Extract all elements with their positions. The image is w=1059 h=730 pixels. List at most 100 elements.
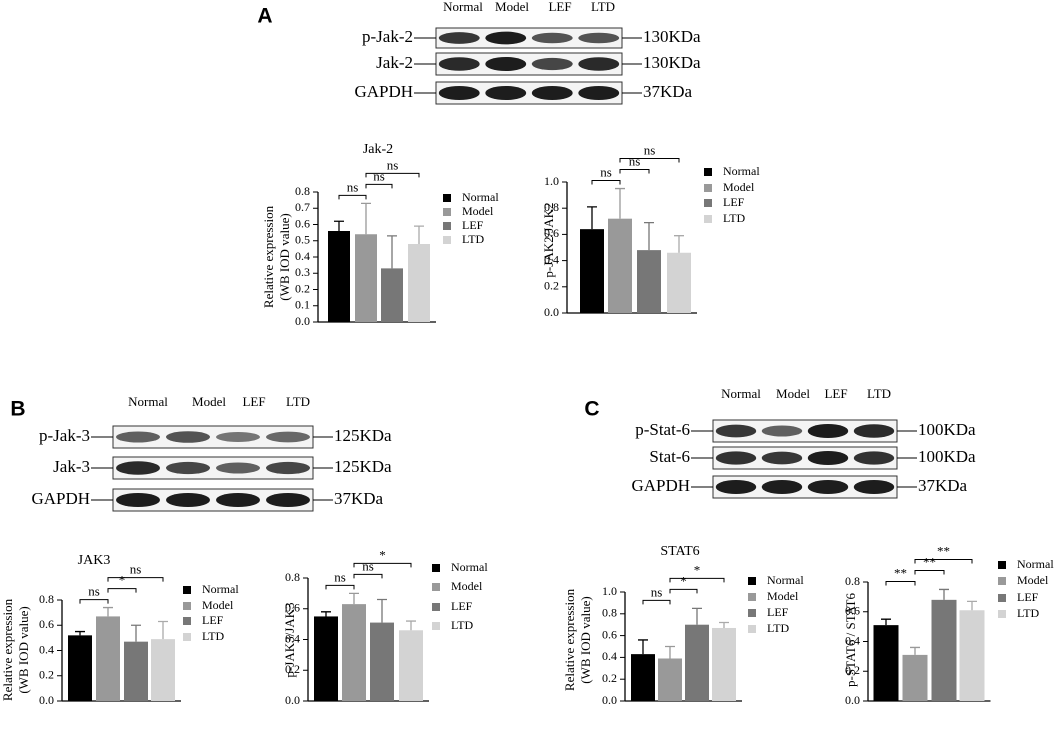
legend-label: LEF — [767, 605, 789, 619]
legend-swatch — [183, 602, 191, 610]
band — [438, 57, 480, 71]
chart: p-STAT6 / STAT6 0.0 0.2 0.4 0.6 0.8 Normal Mode… — [843, 543, 1054, 706]
legend-swatch — [704, 199, 712, 207]
significance-bracket — [669, 588, 698, 594]
bar — [96, 616, 120, 701]
y-tick-label: 0.2 — [295, 281, 310, 295]
bar — [902, 654, 928, 701]
bar — [399, 630, 423, 701]
y-tick-label: 0.8 — [295, 184, 310, 198]
size-label: 130KDa — [643, 53, 701, 72]
y-axis-label: Relative expression — [261, 205, 276, 308]
y-tick-label: 0.8 — [544, 200, 559, 214]
lane-label: LEF — [242, 394, 265, 409]
bar — [151, 639, 175, 701]
row-label: p-Stat-6 — [635, 420, 690, 439]
y-tick-label: 0.0 — [602, 693, 617, 707]
bar — [68, 635, 92, 701]
band — [531, 57, 573, 71]
chart: p-JAK3/JAK3 0.0 0.2 0.4 0.6 0.8 Normal Model LEF… — [282, 547, 488, 706]
y-axis-label: Relative expression — [0, 598, 15, 701]
lane-label: Normal — [443, 0, 483, 14]
chart: JAK3 Relative expression (WB IOD value) 0.0… — [0, 553, 239, 707]
error-bar — [377, 598, 387, 623]
bar — [959, 610, 985, 701]
error-bar — [414, 225, 424, 244]
y-tick-label: 0.3 — [295, 265, 310, 279]
significance-bracket — [619, 169, 650, 174]
significance-label: * — [119, 573, 126, 588]
band — [807, 423, 849, 439]
legend-label: Model — [767, 589, 799, 603]
error-bar — [674, 235, 684, 253]
y-tick-label: 0.4 — [285, 631, 300, 645]
legend-label: LTD — [202, 629, 225, 643]
legend-swatch — [432, 583, 440, 591]
significance-label: ** — [894, 565, 907, 580]
legend-swatch — [748, 593, 756, 601]
size-label: 100KDa — [918, 420, 976, 439]
legend-label: LTD — [1017, 606, 1040, 620]
y-tick-label: 0.0 — [544, 305, 559, 319]
y-tick-label: 0.2 — [544, 279, 559, 293]
significance-bracket — [619, 158, 680, 163]
band — [853, 424, 895, 438]
significance-label: ns — [130, 562, 142, 577]
bar — [355, 234, 377, 322]
legend-label: LEF — [462, 218, 484, 232]
error-bar — [349, 592, 359, 605]
legend-swatch — [704, 184, 712, 192]
band — [578, 32, 620, 44]
bar — [370, 622, 394, 701]
y-tick-label: 0.8 — [845, 574, 860, 588]
y-tick-label: 0.0 — [295, 314, 310, 328]
bar — [631, 654, 655, 701]
y-tick-label: 0.8 — [285, 570, 300, 584]
band — [853, 451, 895, 465]
legend-label: LTD — [451, 618, 474, 632]
row-label: Stat-6 — [649, 447, 690, 466]
bar — [931, 599, 957, 701]
significance-bracket — [107, 577, 164, 582]
legend-swatch — [748, 577, 756, 585]
legend-swatch — [998, 561, 1006, 569]
y-tick-label: 0.2 — [39, 668, 54, 682]
y-tick-label: 0.0 — [285, 693, 300, 707]
band — [216, 492, 260, 508]
y-axis-label: p-JAK2/JAK2 — [541, 202, 556, 277]
band — [266, 492, 310, 508]
bar — [658, 658, 682, 701]
error-bar — [665, 645, 675, 659]
chart: p-JAK2/JAK2 0.0 0.2 0.4 0.6 0.8 1.0 Normal Model… — [541, 143, 760, 319]
band — [438, 32, 480, 44]
size-label: 37KDa — [334, 489, 384, 508]
lane-label: Model — [495, 0, 529, 14]
error-bar — [967, 600, 977, 611]
significance-bracket — [642, 599, 671, 605]
legend-swatch — [443, 194, 451, 202]
significance-bracket — [914, 569, 945, 575]
significance-bracket — [338, 194, 367, 200]
significance-label: ns — [88, 584, 100, 599]
error-bar — [75, 630, 85, 636]
legend-label: Normal — [462, 190, 499, 204]
legend-label: Model — [462, 204, 494, 218]
significance-label: ns — [600, 165, 612, 180]
band — [715, 451, 757, 465]
error-bar — [638, 639, 648, 655]
y-axis-label: p-STAT6 / STAT6 — [843, 593, 858, 687]
row-label: p-Jak-3 — [39, 426, 90, 445]
error-bar — [939, 588, 949, 600]
error-bar — [158, 620, 168, 640]
bar — [328, 231, 350, 322]
legend-swatch — [443, 236, 451, 244]
significance-label: ns — [373, 168, 385, 183]
legend-label: LEF — [202, 613, 224, 627]
significance-label: ns — [334, 569, 346, 584]
significance-label: ns — [362, 558, 374, 573]
significance-bracket — [79, 599, 109, 604]
error-bar — [587, 206, 597, 230]
band — [531, 85, 573, 101]
error-bar — [406, 620, 416, 631]
